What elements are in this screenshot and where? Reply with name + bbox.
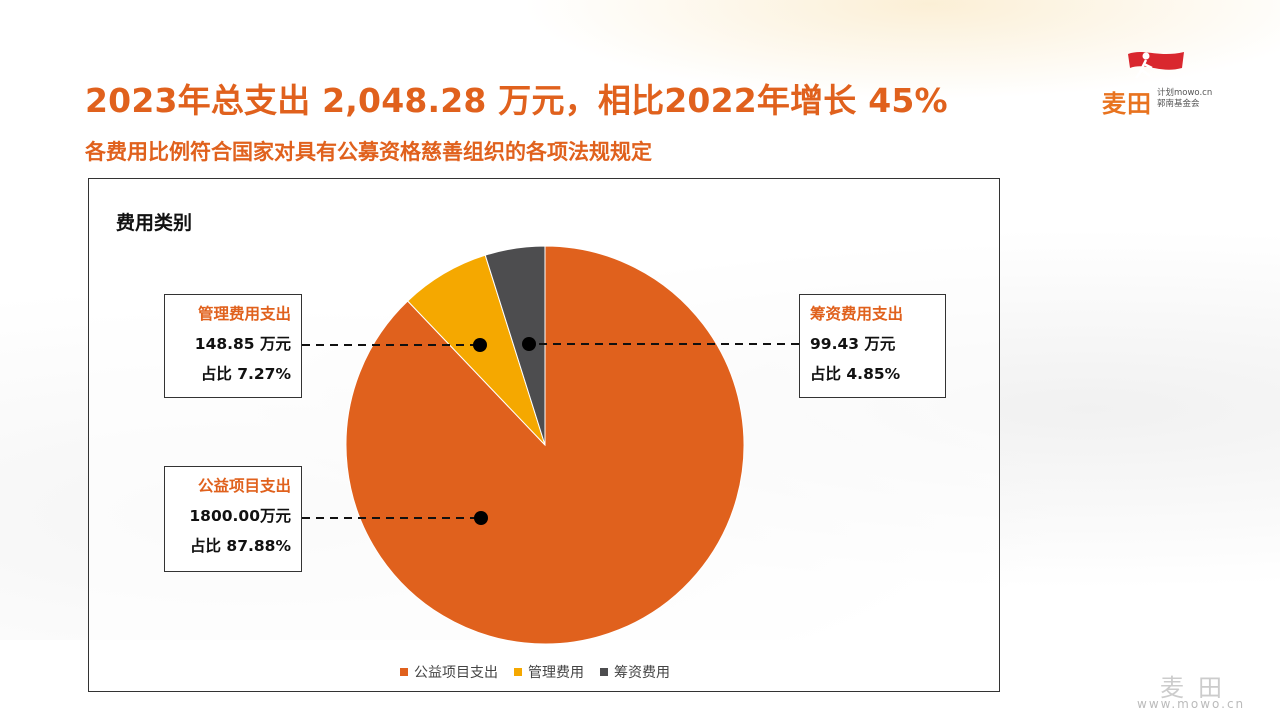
logo-subtext-line2: 郭南基金会 xyxy=(1157,99,1200,109)
legend-item-management: 管理费用 xyxy=(514,662,584,682)
callout-management-name: 管理费用支出 xyxy=(197,305,291,323)
logo-text: 麦田 xyxy=(1102,90,1152,118)
legend-item-program: 公益项目支出 xyxy=(400,662,498,682)
leader-dot-fundraising xyxy=(522,337,536,351)
legend-label-management: 管理费用 xyxy=(528,665,584,681)
page-subheadline: 各费用比例符合国家对具有公募资格慈善组织的各项法规规定 xyxy=(85,140,652,164)
callout-management-value: 148.85 万元 xyxy=(194,335,291,353)
callout-fundraising-name: 筹资费用支出 xyxy=(810,305,904,323)
callout-management-percent: 占比 7.27% xyxy=(200,365,291,383)
leader-dot-management xyxy=(473,338,487,352)
legend-swatch-management xyxy=(514,668,522,676)
callout-fundraising-percent: 占比 4.85% xyxy=(810,365,901,383)
callout-program-percent: 占比 87.88% xyxy=(190,537,291,555)
page-headline: 2023年总支出 2,048.28 万元，相比2022年增长 45% xyxy=(85,81,948,120)
brand-logo: 麦田 计划mowo.cn 郭南基金会 xyxy=(1100,48,1230,118)
logo-subtext-line1: 计划mowo.cn xyxy=(1157,88,1213,98)
legend-label-program: 公益项目支出 xyxy=(414,665,498,681)
legend-swatch-fundraising xyxy=(600,668,608,676)
background-ink-top xyxy=(520,0,1280,100)
logo-subtext: 计划mowo.cn 郭南基金会 xyxy=(1157,88,1212,110)
watermark-logo: 麦田 xyxy=(1160,674,1236,702)
legend-swatch-program xyxy=(400,668,408,676)
chart-legend: 公益项目支出 管理费用 筹资费用 xyxy=(400,662,670,682)
pie-slice-fundraising xyxy=(484,245,546,446)
callout-program-value: 1800.00万元 xyxy=(189,507,291,525)
callout-program-name: 公益项目支出 xyxy=(197,477,291,495)
leader-dot-program xyxy=(474,511,488,525)
flag-runner-icon xyxy=(1128,52,1184,79)
callout-management: 管理费用支出 148.85 万元 占比 7.27% xyxy=(164,294,302,398)
callout-program: 公益项目支出 1800.00万元 占比 87.88% xyxy=(164,466,302,572)
legend-label-fundraising: 筹资费用 xyxy=(614,665,670,681)
watermark-url: www.mowo.cn xyxy=(1137,697,1246,711)
callout-fundraising-value: 99.43 万元 xyxy=(810,335,896,353)
chart-title: 费用类别 xyxy=(116,212,193,234)
legend-item-fundraising: 筹资费用 xyxy=(600,662,670,682)
callout-fundraising: 筹资费用支出 99.43 万元 占比 4.85% xyxy=(799,294,946,398)
